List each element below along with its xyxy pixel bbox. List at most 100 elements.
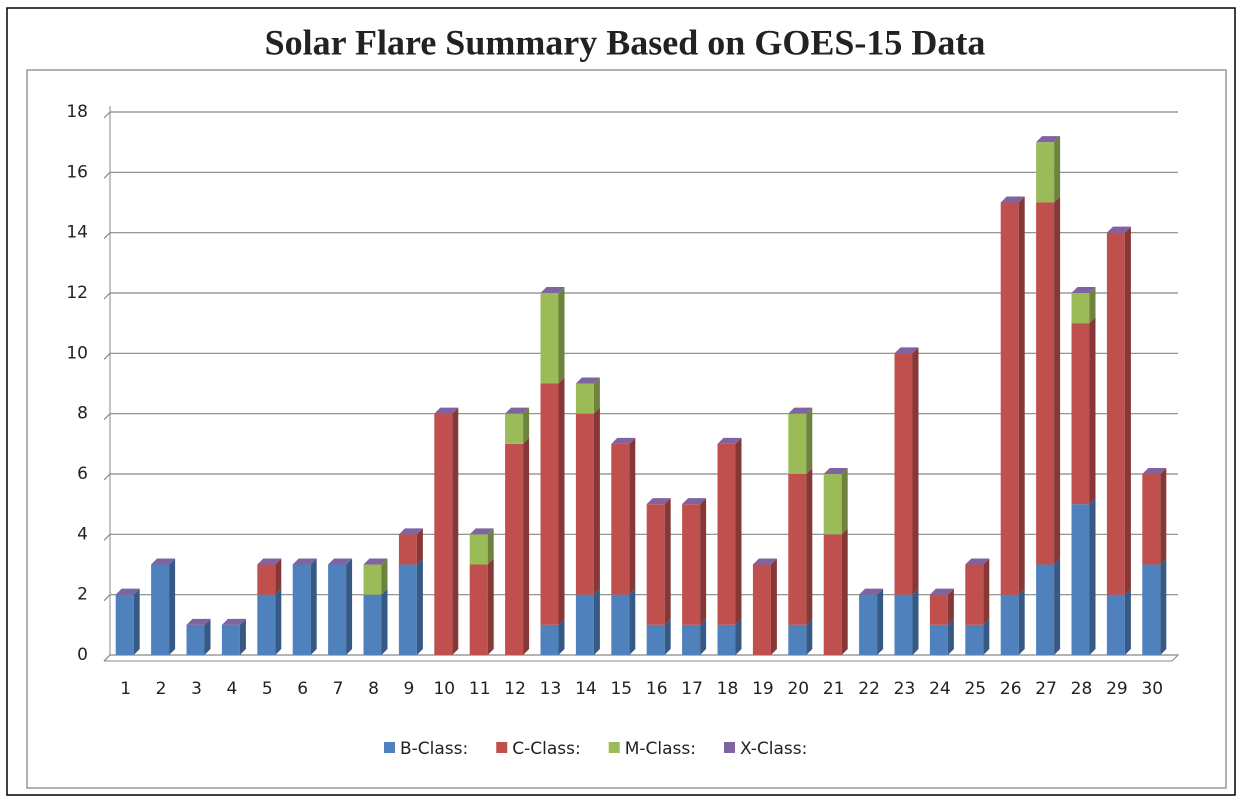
x-tick-label: 27 bbox=[1035, 679, 1057, 699]
bar-side bbox=[416, 528, 423, 565]
grid-line bbox=[103, 594, 1178, 602]
y-tick-label: 14 bbox=[66, 223, 88, 243]
bar-segment bbox=[469, 564, 488, 655]
bar-top bbox=[505, 407, 530, 414]
y-tick-label: 8 bbox=[77, 404, 88, 424]
bar-top bbox=[859, 588, 884, 595]
bar-segment bbox=[894, 594, 913, 655]
bar-side bbox=[877, 588, 884, 655]
bar-segment bbox=[717, 443, 736, 625]
bar-side bbox=[381, 588, 388, 655]
bar-segment bbox=[1106, 232, 1125, 595]
x-tick-label: 13 bbox=[540, 679, 562, 699]
x-tick-label: 23 bbox=[894, 679, 916, 699]
bar-side bbox=[700, 618, 707, 655]
bar-segment bbox=[575, 594, 594, 655]
bar-segment bbox=[1036, 564, 1055, 655]
x-tick-label: 6 bbox=[297, 679, 308, 699]
bar-top bbox=[292, 558, 317, 565]
x-tick-label: 30 bbox=[1141, 679, 1163, 699]
bar-side bbox=[1124, 588, 1131, 655]
bar-top bbox=[1036, 136, 1061, 143]
bar-segment bbox=[965, 564, 984, 625]
bar-segment bbox=[151, 564, 170, 655]
bar-segment bbox=[398, 564, 417, 655]
bar-side bbox=[664, 618, 671, 655]
bar-segment bbox=[788, 413, 807, 474]
bar-side bbox=[700, 498, 707, 625]
bar-top bbox=[540, 287, 565, 293]
bar-segment bbox=[257, 594, 276, 655]
bar-top bbox=[611, 437, 636, 444]
x-tick-label: 21 bbox=[823, 679, 845, 699]
bar-segment bbox=[1000, 202, 1019, 595]
bar-side bbox=[239, 618, 246, 655]
bar-side bbox=[806, 468, 813, 625]
bar-top bbox=[929, 588, 954, 595]
x-tick-label: 14 bbox=[575, 679, 597, 699]
legend-swatch bbox=[723, 742, 735, 753]
bar-side bbox=[912, 588, 919, 655]
bar-segment bbox=[965, 624, 984, 655]
bar-segment bbox=[540, 383, 559, 625]
x-tick-label: 15 bbox=[610, 679, 632, 699]
bar-top bbox=[221, 618, 246, 625]
x-tick-label: 29 bbox=[1106, 679, 1128, 699]
bar-side bbox=[1089, 287, 1096, 324]
bar-side bbox=[1054, 558, 1061, 655]
bar-side bbox=[346, 558, 353, 655]
bar-side bbox=[1018, 196, 1025, 595]
bar-side bbox=[558, 377, 565, 625]
bar-side bbox=[593, 407, 600, 595]
bar-side bbox=[806, 407, 813, 474]
bar-side bbox=[275, 558, 282, 595]
grid-line bbox=[103, 171, 1178, 179]
bar-top bbox=[717, 437, 742, 444]
bar-top bbox=[398, 528, 423, 535]
bar-side bbox=[1054, 196, 1061, 565]
bar-segment bbox=[434, 413, 453, 655]
bar-side bbox=[735, 618, 742, 655]
bar-segment bbox=[328, 564, 347, 655]
bar-segment bbox=[894, 353, 913, 595]
x-tick-label: 24 bbox=[929, 679, 951, 699]
bar-segment bbox=[611, 594, 630, 655]
bar-side bbox=[593, 377, 600, 414]
bar-segment bbox=[292, 564, 311, 655]
x-tick-label: 20 bbox=[787, 679, 809, 699]
bar-segment bbox=[859, 594, 878, 655]
grid-line bbox=[103, 413, 1178, 421]
bar-top bbox=[328, 558, 353, 565]
bar-side bbox=[275, 588, 282, 655]
x-tick-label: 4 bbox=[226, 679, 237, 699]
bar-side bbox=[558, 618, 565, 655]
bar-top bbox=[434, 407, 459, 414]
bar-side bbox=[735, 437, 742, 625]
bar-top bbox=[752, 558, 777, 565]
bar-side bbox=[1054, 136, 1061, 203]
bar-side bbox=[416, 558, 423, 655]
bar-segment bbox=[221, 624, 240, 655]
y-tick-label: 0 bbox=[77, 645, 88, 665]
bar-side bbox=[593, 588, 600, 655]
x-tick-label: 11 bbox=[469, 679, 491, 699]
x-tick-label: 10 bbox=[433, 679, 455, 699]
bar-side bbox=[381, 558, 388, 595]
bar-top bbox=[257, 558, 282, 565]
x-tick-label: 7 bbox=[333, 679, 344, 699]
bar-segment bbox=[788, 624, 807, 655]
bar-side bbox=[558, 287, 565, 384]
x-tick-label: 28 bbox=[1071, 679, 1093, 699]
bar-segment bbox=[575, 383, 594, 414]
bar-segment bbox=[1036, 202, 1055, 565]
grid-line bbox=[103, 292, 1178, 300]
y-tick-label: 18 bbox=[66, 102, 88, 122]
x-tick-label: 9 bbox=[403, 679, 414, 699]
bar-side bbox=[487, 528, 494, 565]
bar-segment bbox=[505, 443, 524, 655]
bar-side bbox=[1089, 498, 1096, 655]
x-tick-label: 25 bbox=[964, 679, 986, 699]
x-tick-label: 22 bbox=[858, 679, 880, 699]
bar-segment bbox=[186, 624, 205, 655]
x-axis bbox=[103, 654, 1180, 662]
